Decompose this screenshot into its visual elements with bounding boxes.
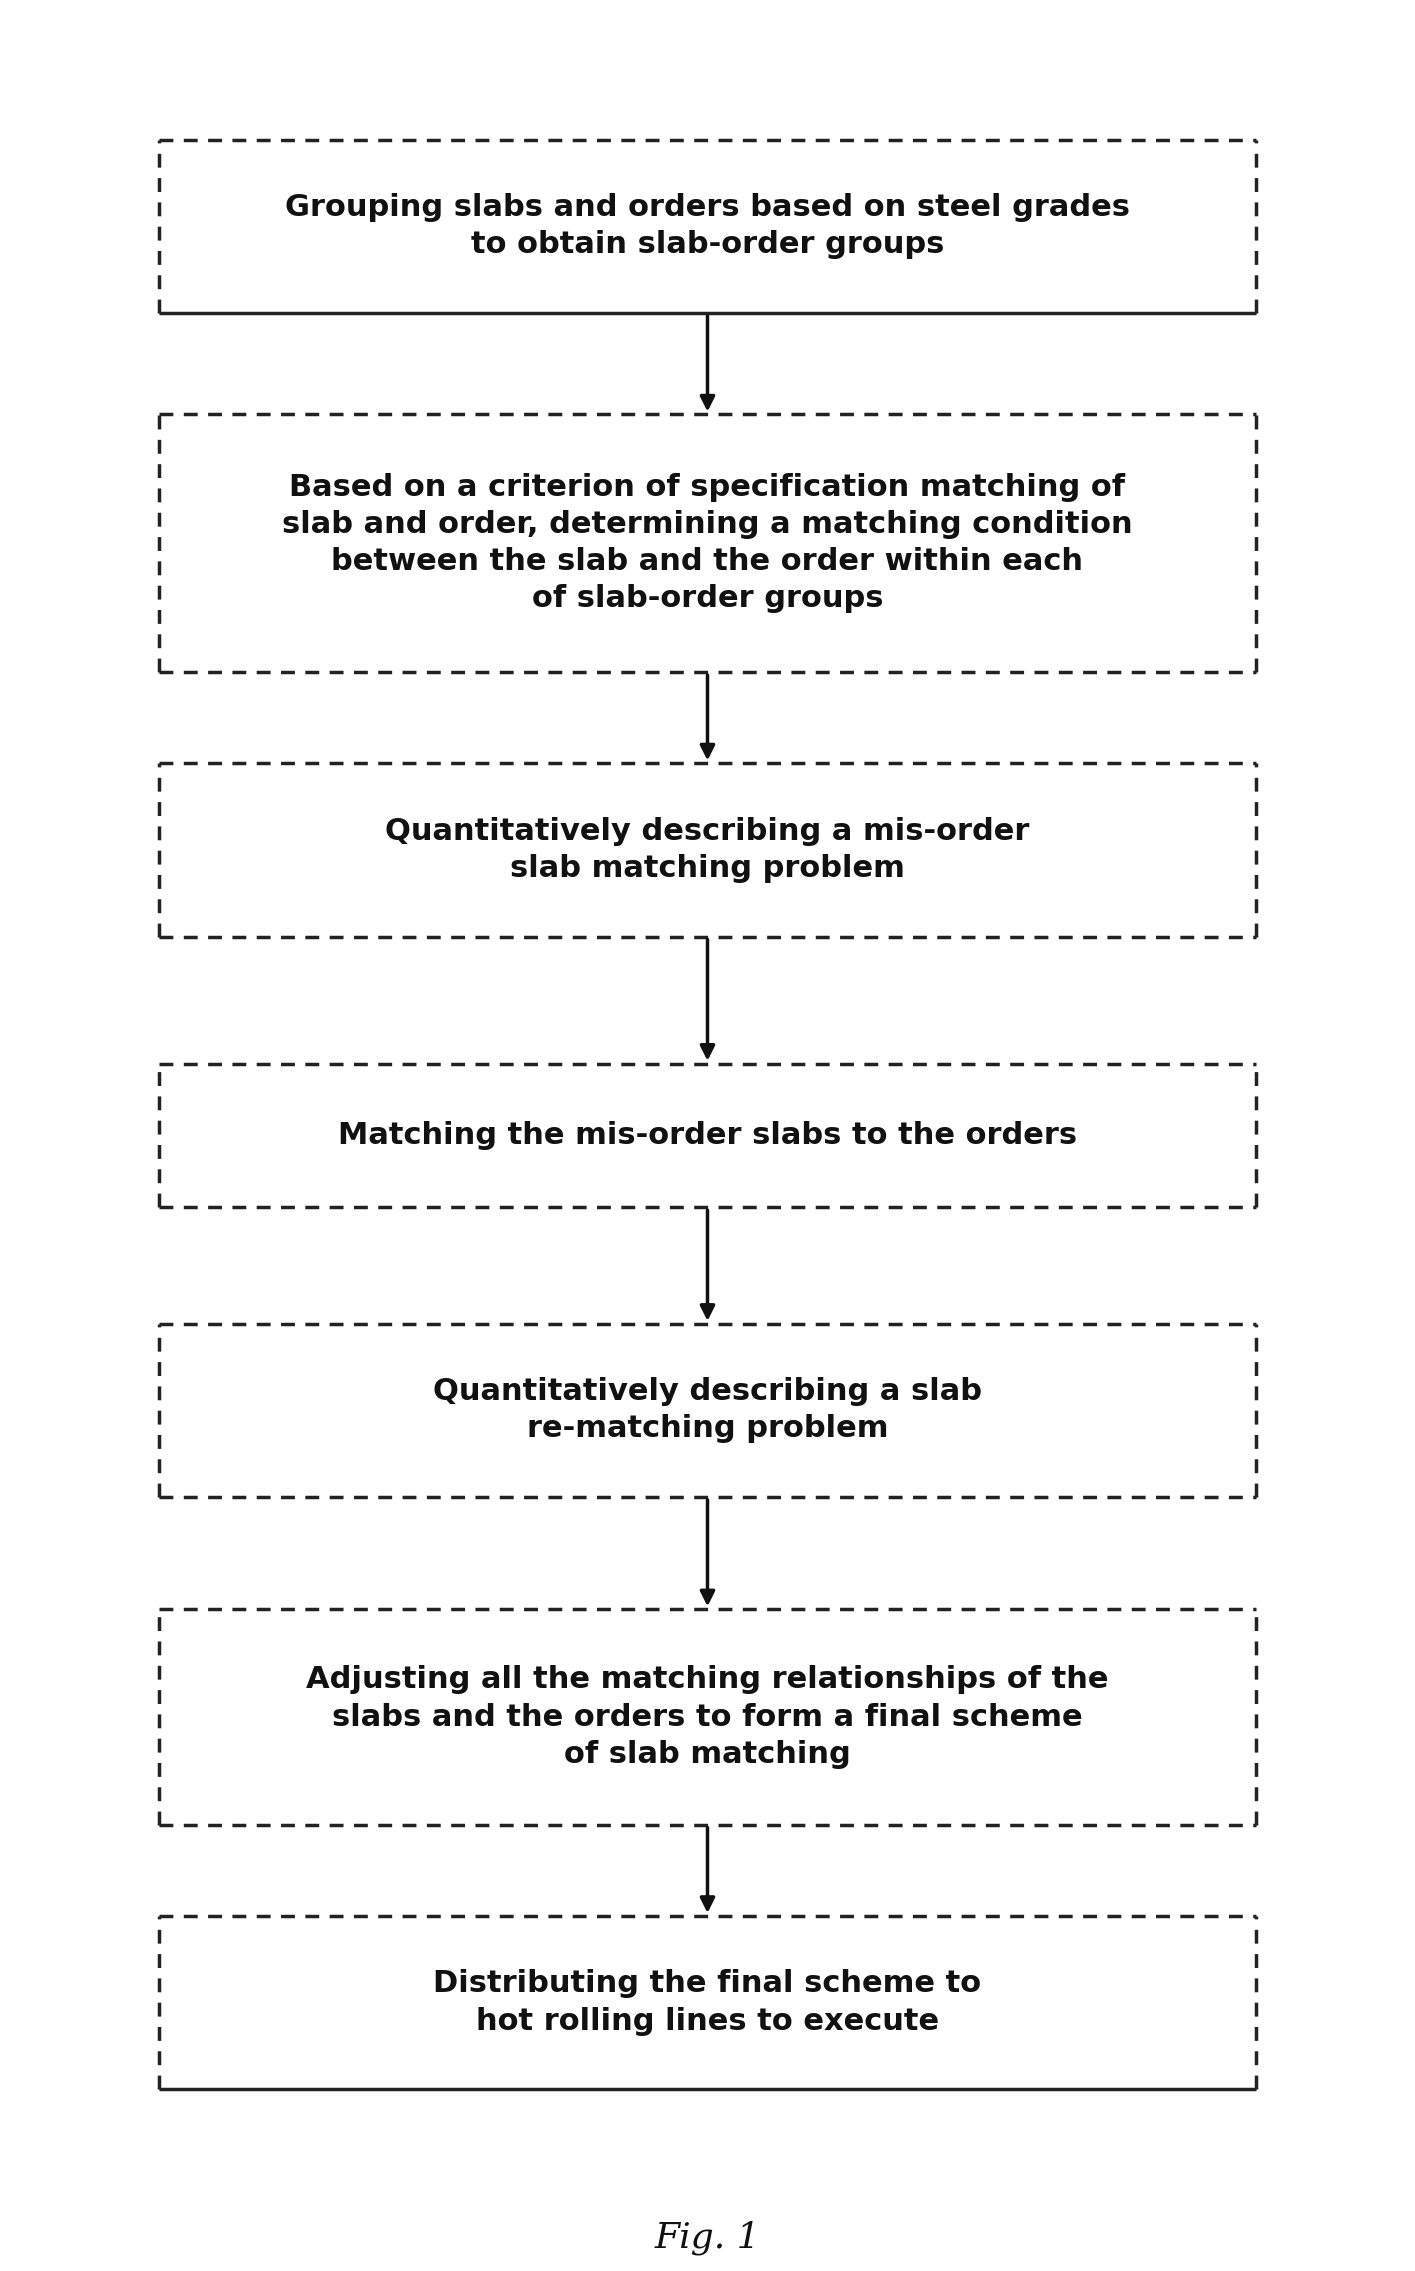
Text: Fig. 1: Fig. 1 — [655, 2221, 760, 2255]
Bar — [158, 139, 1257, 313]
Text: Matching the mis-order slabs to the orders: Matching the mis-order slabs to the orde… — [338, 1122, 1077, 1149]
Text: Adjusting all the matching relationships of the
slabs and the orders to form a f: Adjusting all the matching relationships… — [306, 1665, 1109, 1769]
Text: Quantitatively describing a mis-order
slab matching problem: Quantitatively describing a mis-order sl… — [385, 818, 1030, 883]
Bar — [158, 1324, 1257, 1497]
Bar — [158, 1917, 1257, 2089]
Bar — [158, 1063, 1257, 1208]
Text: Based on a criterion of specification matching of
slab and order, determining a : Based on a criterion of specification ma… — [282, 472, 1133, 613]
Text: Distributing the final scheme to
hot rolling lines to execute: Distributing the final scheme to hot rol… — [433, 1969, 982, 2035]
Bar — [158, 763, 1257, 936]
Bar — [158, 413, 1257, 672]
Text: Quantitatively describing a slab
re-matching problem: Quantitatively describing a slab re-matc… — [433, 1378, 982, 1444]
Text: Grouping slabs and orders based on steel grades
to obtain slab-order groups: Grouping slabs and orders based on steel… — [284, 193, 1131, 259]
Bar — [158, 1610, 1257, 1826]
